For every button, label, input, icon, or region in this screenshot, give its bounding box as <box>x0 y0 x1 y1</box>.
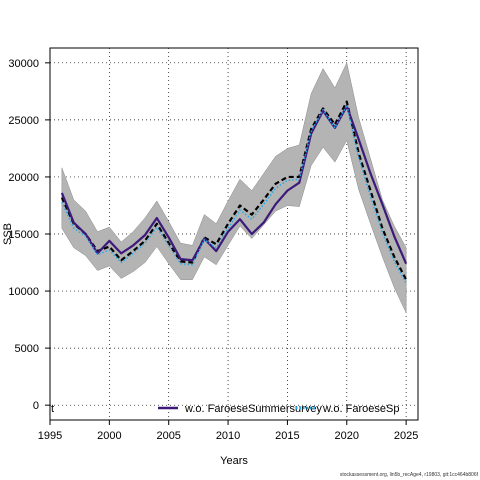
legend-label-2: w.o. FaroeseSp <box>322 403 399 415</box>
y-tick-label-15000: 15000 <box>8 229 39 241</box>
x-tick-label-2020: 2020 <box>335 430 359 442</box>
legend-label-1: w.o. FaroeseSummersurvey <box>184 403 322 415</box>
y-tick-label-25000: 25000 <box>8 115 39 127</box>
series-line-1 <box>60 105 408 265</box>
ssb-confidence-band <box>61 62 407 313</box>
legend: t w.o. FaroeseSummersurvey w.o. FaroeseSp <box>51 403 399 415</box>
y-tick-label-20000: 20000 <box>8 172 39 184</box>
plot-frame <box>49 47 419 421</box>
y-tick-label-10000: 10000 <box>8 286 39 298</box>
x-tick-label-2010: 2010 <box>216 430 240 442</box>
series-line-2 <box>61 104 407 284</box>
y-tick-label-30000: 30000 <box>8 58 39 70</box>
y-axis-title: SSB <box>2 223 14 245</box>
axes: 1995 2000 2005 2010 2015 2020 2025 0 5000 10000 15… <box>8 58 418 442</box>
legend-label-0: t <box>51 403 54 415</box>
y-tick-label-0: 0 <box>33 400 39 412</box>
x-tick-label-1995: 1995 <box>38 430 62 442</box>
x-axis-title: Years <box>220 455 248 467</box>
x-tick-label-2015: 2015 <box>275 430 299 442</box>
x-tick-label-2005: 2005 <box>156 430 180 442</box>
x-tick-label-2000: 2000 <box>97 430 121 442</box>
x-tick-label-2025: 2025 <box>394 430 418 442</box>
confidence-band <box>61 62 407 313</box>
y-tick-label-5000: 5000 <box>15 343 39 355</box>
footer-source-text: stockassessment.org, lin5b_recAge4, r198… <box>339 472 478 478</box>
series-lines <box>60 100 408 284</box>
